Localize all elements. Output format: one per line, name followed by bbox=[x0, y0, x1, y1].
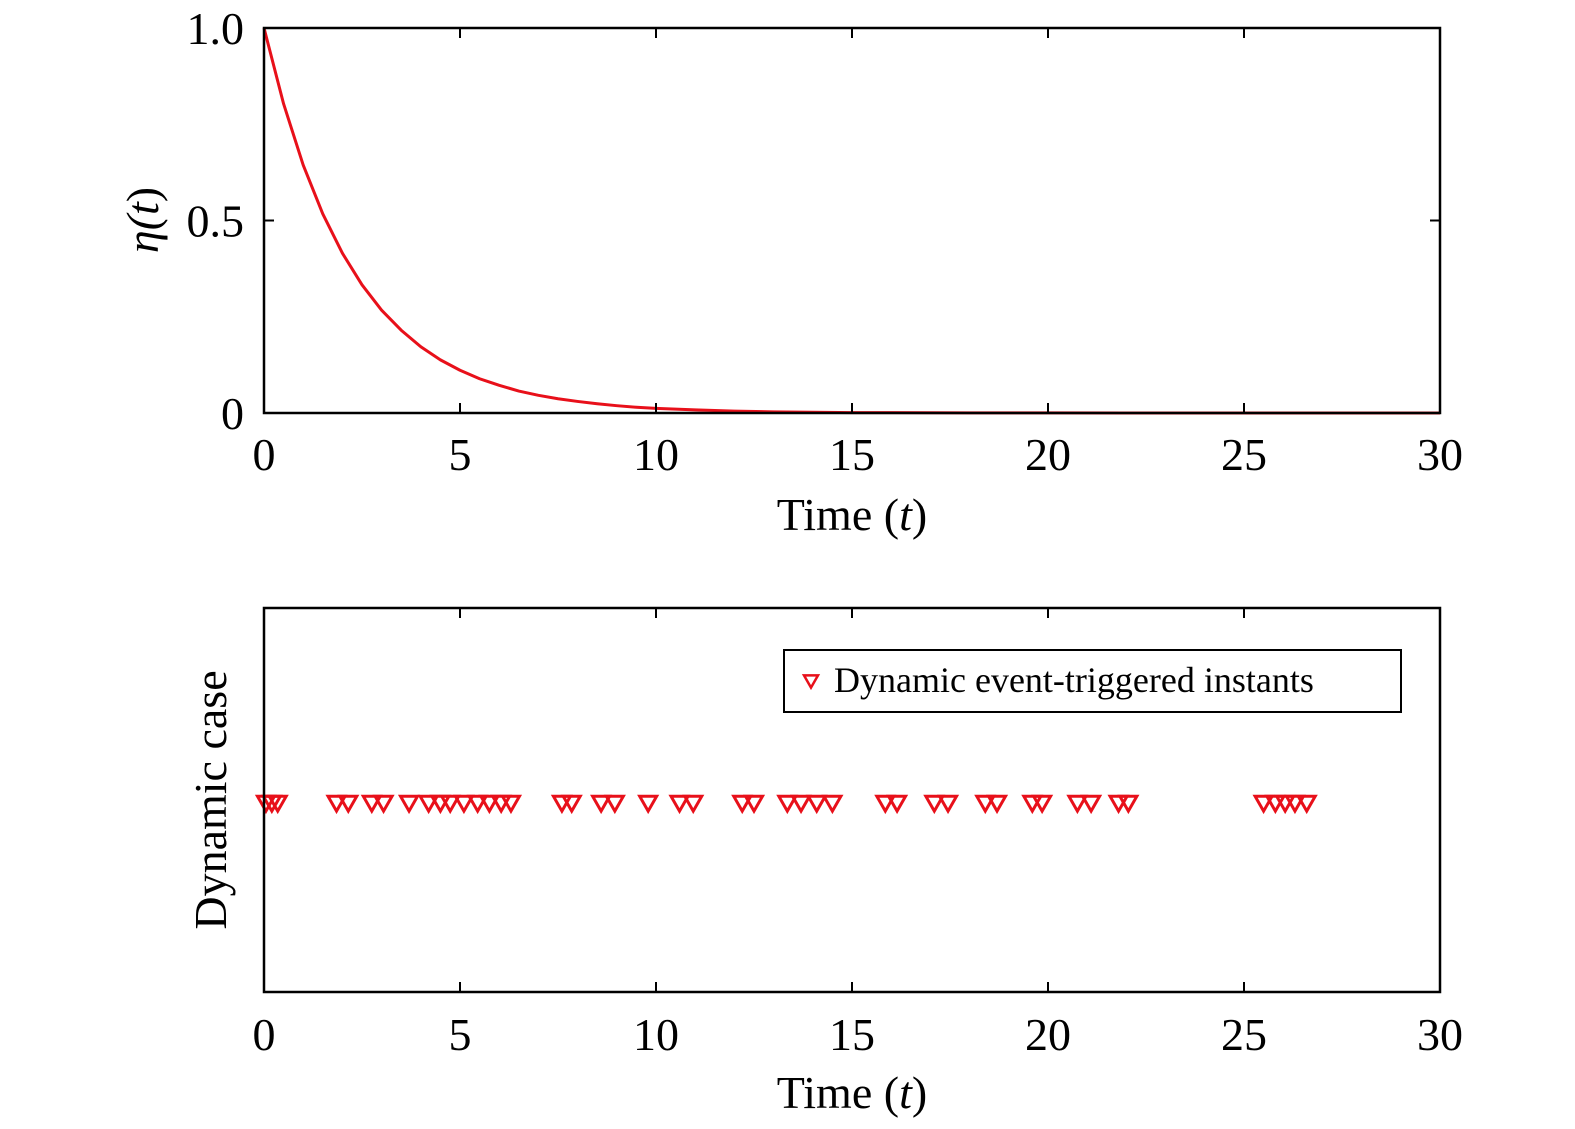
bottom-x-tick-label: 5 bbox=[449, 1009, 472, 1060]
event-marker bbox=[776, 794, 799, 815]
event-marker bbox=[742, 794, 766, 815]
bottom-y-axis-label: Dynamic case bbox=[185, 670, 236, 929]
legend: Dynamic event-triggered instants bbox=[783, 649, 1402, 713]
legend-triangle-marker bbox=[801, 674, 821, 691]
bottom-panel: 0 5 10 15 20 25 30 Time (t) Dynamic case Dynam… bbox=[185, 606, 1463, 1118]
event-marker bbox=[974, 794, 997, 815]
event-marker bbox=[874, 794, 897, 815]
event-marker bbox=[731, 794, 754, 815]
event-marker bbox=[1252, 794, 1275, 815]
top-y-tick-label: 0.5 bbox=[187, 196, 245, 247]
event-marker bbox=[478, 794, 501, 815]
bottom-x-tick-label: 0 bbox=[253, 1009, 276, 1060]
event-marker bbox=[1117, 794, 1140, 815]
top-y-axis-label: η(t) bbox=[117, 187, 168, 253]
event-marker-group bbox=[254, 794, 1318, 815]
top-x-tick-label: 5 bbox=[449, 429, 472, 480]
event-marker bbox=[499, 794, 523, 815]
bottom-tick-group: 0 5 10 15 20 25 30 bbox=[253, 608, 1463, 1060]
top-tick-group: 0 5 10 15 20 25 30 0 0.5 1.0 bbox=[187, 3, 1464, 480]
event-marker bbox=[668, 794, 691, 815]
eta-curve-group bbox=[262, 27, 1440, 415]
event-marker bbox=[682, 794, 705, 815]
event-marker bbox=[789, 794, 813, 815]
event-marker bbox=[603, 794, 626, 815]
top-x-tick-label: 30 bbox=[1417, 429, 1463, 480]
event-marker bbox=[590, 794, 613, 815]
top-y-tick-label: 1.0 bbox=[187, 3, 245, 54]
event-marker bbox=[1031, 794, 1054, 815]
top-x-tick-label: 10 bbox=[633, 429, 679, 480]
bottom-x-tick-label: 25 bbox=[1221, 1009, 1267, 1060]
top-plot-frame bbox=[262, 26, 1442, 415]
event-marker bbox=[1295, 794, 1318, 815]
bottom-x-tick-label: 10 bbox=[633, 1009, 679, 1060]
top-panel: 0 5 10 15 20 25 30 0 0.5 1.0 Time (t) η(t) bbox=[117, 3, 1463, 540]
event-marker bbox=[337, 794, 360, 815]
top-x-axis-label: Time (t) bbox=[777, 489, 927, 540]
event-marker bbox=[1283, 794, 1307, 815]
bottom-x-tick-label: 30 bbox=[1417, 1009, 1463, 1060]
top-y-tick-label: 0 bbox=[221, 388, 244, 439]
eta-curve bbox=[262, 27, 1440, 415]
legend-label: Dynamic event-triggered instants bbox=[834, 660, 1314, 700]
event-marker bbox=[466, 794, 489, 815]
event-marker bbox=[325, 794, 348, 815]
event-marker bbox=[637, 794, 660, 815]
event-marker bbox=[1080, 794, 1103, 815]
top-x-tick-label: 25 bbox=[1221, 429, 1267, 480]
event-marker bbox=[266, 794, 289, 815]
event-marker bbox=[560, 794, 583, 815]
event-marker bbox=[397, 794, 421, 815]
event-marker bbox=[417, 794, 440, 815]
event-marker bbox=[452, 794, 476, 815]
bottom-x-tick-label: 20 bbox=[1025, 1009, 1071, 1060]
event-marker bbox=[923, 794, 946, 815]
event-marker bbox=[360, 794, 383, 815]
event-marker bbox=[936, 794, 960, 815]
event-marker bbox=[885, 794, 909, 815]
top-x-tick-label: 15 bbox=[829, 429, 875, 480]
event-marker bbox=[372, 794, 395, 815]
event-marker bbox=[821, 794, 844, 815]
event-marker bbox=[985, 794, 1009, 815]
event-marker bbox=[439, 794, 462, 815]
bottom-x-axis-label: Time (t) bbox=[777, 1067, 927, 1118]
event-marker bbox=[805, 794, 828, 815]
top-x-tick-label: 20 bbox=[1025, 429, 1071, 480]
top-x-tick-label: 0 bbox=[253, 429, 276, 480]
event-marker bbox=[1066, 794, 1089, 815]
bottom-x-tick-label: 15 bbox=[829, 1009, 875, 1060]
legend-box bbox=[783, 649, 1402, 713]
